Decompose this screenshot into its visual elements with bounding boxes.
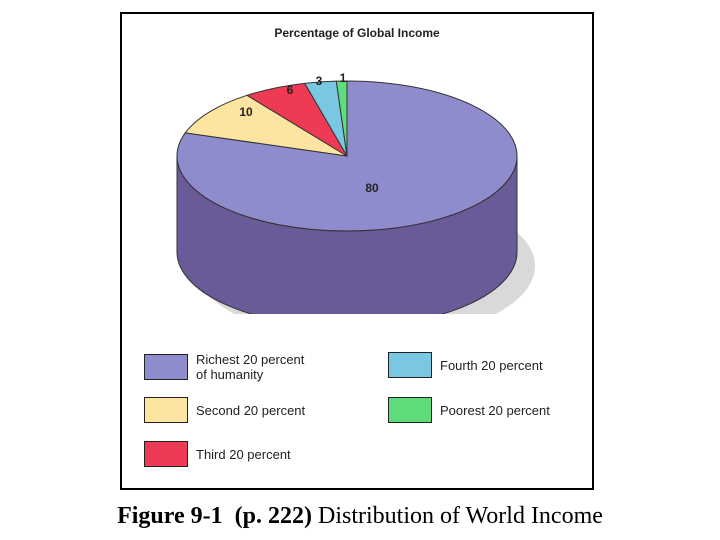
legend-swatch-second <box>144 397 188 423</box>
figure-caption: Figure 9-1 (p. 222) Distribution of Worl… <box>0 503 720 530</box>
legend-label-richest-line1: Richest 20 percent <box>196 352 305 367</box>
legend-item-second: Second 20 percent <box>144 397 305 423</box>
legend-swatch-richest <box>144 354 188 380</box>
legend-swatch-third <box>144 441 188 467</box>
figure-frame: Percentage of Global Income 80 10 6 3 1 Rich… <box>120 12 594 490</box>
pie-chart: 80 10 6 3 1 <box>176 71 535 314</box>
chart-title: Percentage of Global Income <box>274 26 440 40</box>
legend-swatch-poorest <box>388 397 432 423</box>
legend-item-poorest: Poorest 20 percent <box>388 397 550 423</box>
caption-figure-number: Figure 9-1 <box>117 503 223 529</box>
pie-slice-4 <box>335 80 348 157</box>
legend-label-second: Second 20 percent <box>196 402 306 418</box>
data-label-1: 10 <box>239 105 253 119</box>
caption-page-ref: (p. 222) <box>234 503 312 529</box>
legend-item-fourth: Fourth 20 percent <box>388 352 543 378</box>
caption-text: Distribution of World Income <box>317 503 603 529</box>
data-label-3: 3 <box>316 74 323 88</box>
pie-slice-1 <box>184 94 348 157</box>
legend-label-third: Third 20 percent <box>196 446 291 462</box>
legend-item-richest: Richest 20 percent of humanity <box>144 352 304 382</box>
legend-label-poorest: Poorest 20 percent <box>440 402 550 418</box>
legend-label-fourth: Fourth 20 percent <box>440 357 543 373</box>
pie-slice-0 <box>176 80 518 232</box>
data-label-4: 1 <box>340 71 347 85</box>
legend-swatch-fourth <box>388 352 432 378</box>
legend-label-richest-line2: of humanity <box>196 367 264 382</box>
legend-item-third: Third 20 percent <box>144 441 291 467</box>
data-label-0: 80 <box>365 181 379 195</box>
data-label-2: 6 <box>287 83 294 97</box>
